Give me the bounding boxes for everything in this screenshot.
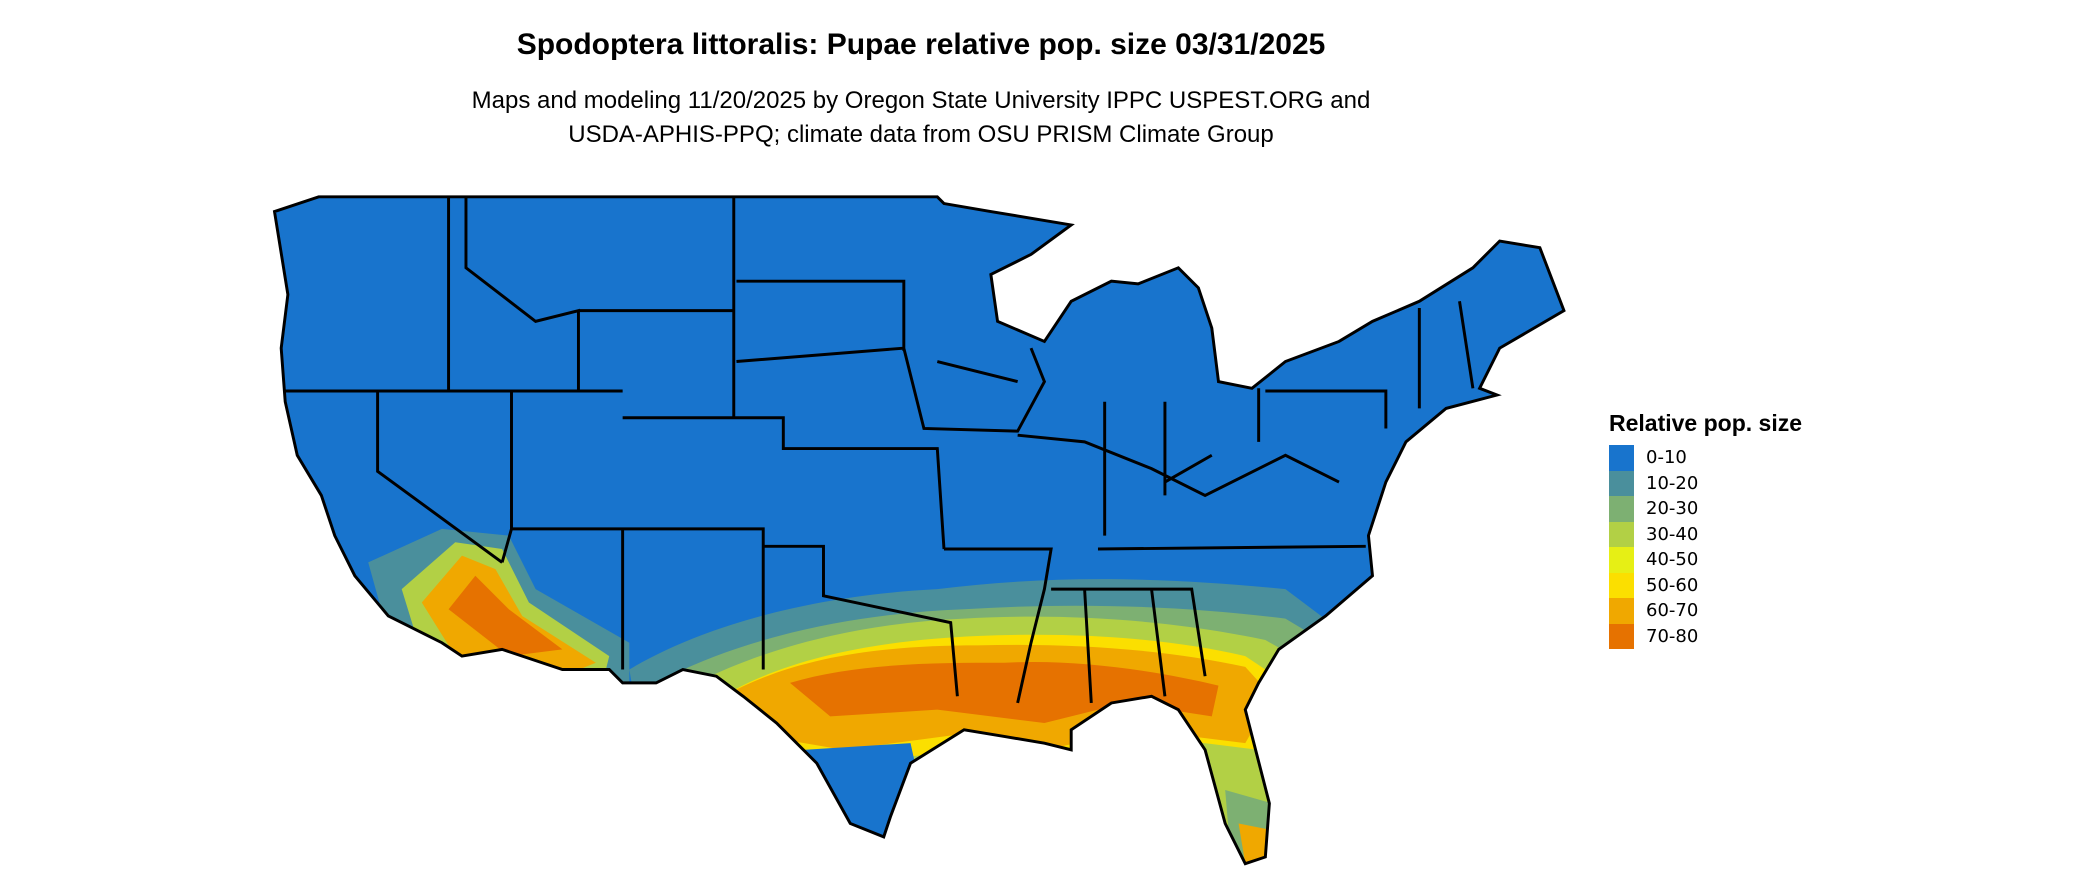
florida-hot-zone bbox=[1238, 823, 1273, 864]
legend-swatch bbox=[1609, 521, 1634, 547]
subtitle-line-1: Maps and modeling 11/20/2025 by Oregon S… bbox=[471, 87, 1371, 114]
map-subtitle: Maps and modeling 11/20/2025 by Oregon S… bbox=[0, 84, 1842, 152]
legend-item: 70-80 bbox=[1609, 623, 1802, 649]
legend-swatch bbox=[1609, 623, 1634, 649]
legend-swatch bbox=[1609, 496, 1634, 522]
legend-label: 70-80 bbox=[1646, 625, 1699, 647]
legend-item: 50-60 bbox=[1609, 572, 1802, 598]
heat-zones bbox=[368, 528, 1339, 864]
legend-items: 0-10 10-20 20-30 30-40 40-50 50-60 60-70 70-80 bbox=[1609, 445, 1802, 649]
legend-label: 20-30 bbox=[1646, 498, 1699, 520]
southwest-zone-red bbox=[448, 575, 563, 657]
legend-item: 20-30 bbox=[1609, 496, 1802, 522]
legend-swatch bbox=[1609, 598, 1634, 624]
texas-coast-zone bbox=[803, 743, 924, 857]
zone-70-80 bbox=[790, 661, 1219, 724]
subtitle-line-2: USDA-APHIS-PPQ; climate data from OSU PR… bbox=[568, 121, 1274, 148]
legend-swatch bbox=[1609, 470, 1634, 496]
legend-swatch bbox=[1609, 572, 1634, 598]
legend: Relative pop. size 0-10 10-20 20-30 30-40 40… bbox=[1609, 410, 1802, 649]
state-borders bbox=[272, 195, 1566, 866]
legend-item: 40-50 bbox=[1609, 547, 1802, 573]
legend-label: 50-60 bbox=[1646, 574, 1699, 596]
legend-swatch bbox=[1609, 547, 1634, 573]
legend-title: Relative pop. size bbox=[1609, 410, 1803, 436]
legend-label: 10-20 bbox=[1646, 472, 1699, 494]
legend-item: 0-10 bbox=[1609, 445, 1802, 471]
legend-item: 60-70 bbox=[1609, 598, 1802, 624]
legend-item: 10-20 bbox=[1609, 470, 1802, 496]
legend-swatch bbox=[1609, 445, 1634, 471]
legend-item: 30-40 bbox=[1609, 521, 1802, 547]
legend-label: 60-70 bbox=[1646, 600, 1699, 622]
legend-label: 30-40 bbox=[1646, 523, 1699, 545]
legend-label: 0-10 bbox=[1646, 447, 1687, 469]
legend-label: 40-50 bbox=[1646, 549, 1699, 571]
map-title: Spodoptera littoralis: Pupae relative po… bbox=[516, 28, 1326, 61]
